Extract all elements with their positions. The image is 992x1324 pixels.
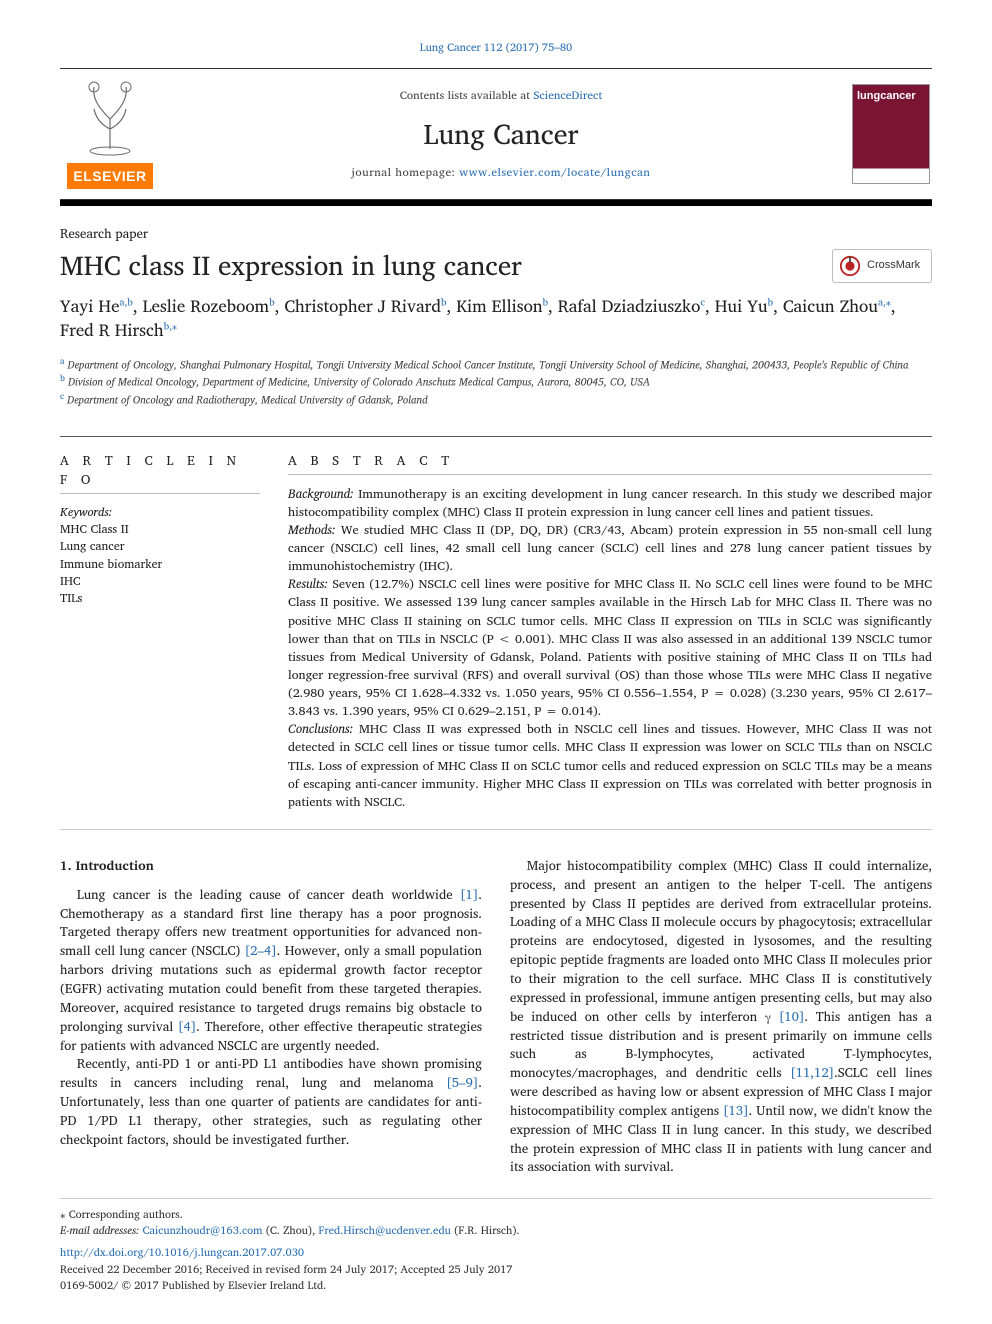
article-info-heading: A R T I C L E I N F O [60,451,260,494]
email-hirsch[interactable]: Fred.Hirsch@ucdenver.edu [318,1221,451,1239]
crossmark-label: CrossMark [867,258,920,274]
abs-results-label: Results: [288,574,328,594]
affiliation-c: c Department of Oncology and Radiotherap… [60,390,932,408]
para-3: Major histocompatibility complex (MHC) C… [510,856,932,1176]
paper-type: Research paper [60,224,932,243]
journal-homepage-link[interactable]: www.elsevier.com/locate/lungcan [459,163,650,182]
abstract-text: A B S T R A C T Background: Immunotherap… [288,451,932,811]
abs-methods: We studied MHC Class II (DP, DQ, DR) (CR… [288,520,932,576]
doi-link[interactable]: http://dx.doi.org/10.1016/j.lungcan.2017… [60,1243,304,1261]
keyword: MHC Class II [60,521,260,538]
body-text: 1. Introduction Lung cancer is the leadi… [60,856,932,1176]
paper-title: MHC class II expression in lung cancer [60,249,814,283]
abs-methods-label: Methods: [288,520,336,540]
para-1: Lung cancer is the leading cause of canc… [60,885,482,1055]
page-footer: ⁎ Corresponding authors. E-mail addresse… [60,1198,932,1294]
homepage-line: journal homepage: www.elsevier.com/locat… [172,165,830,182]
elsevier-wordmark: ELSEVIER [67,163,152,189]
abstract-heading: A B S T R A C T [288,451,932,475]
masthead-rule [60,200,932,206]
affiliation-a: a Department of Oncology, Shanghai Pulmo… [60,355,932,373]
journal-masthead: ELSEVIER Contents lists available at Sci… [60,68,932,200]
homepage-prefix: journal homepage: [352,163,460,182]
affiliation-b: b Division of Medical Oncology, Departme… [60,372,932,390]
email-zhou[interactable]: Caicunzhoudr@163.com [142,1221,262,1239]
abstract-block: A R T I C L E I N F O Keywords: MHC Clas… [60,436,932,830]
journal-cover: lungcancer [842,69,932,199]
affiliations: a Department of Oncology, Shanghai Pulmo… [60,355,932,408]
keyword: Lung cancer [60,538,260,555]
article-info: A R T I C L E I N F O Keywords: MHC Clas… [60,451,260,811]
author-list: Yayi Hea,b, Leslie Rozeboomb, Christophe… [60,295,932,343]
abs-results: Seven (12.7%) NSCLC cell lines were posi… [288,574,932,721]
keywords-list: MHC Class IILung cancerImmune biomarkerI… [60,521,260,608]
section-1-heading: 1. Introduction [60,856,482,875]
abs-background-label: Background: [288,484,354,504]
email-line: E-mail addresses: Caicunzhoudr@163.com (… [60,1223,932,1239]
contents-line: Contents lists available at ScienceDirec… [172,88,830,105]
keyword: Immune biomarker [60,556,260,573]
crossmark-icon [839,255,861,277]
sciencedirect-link[interactable]: ScienceDirect [533,86,602,105]
abs-conclusions-label: Conclusions: [288,719,353,739]
issue-citation-link[interactable]: Lung Cancer 112 (2017) 75–80 [420,38,572,56]
keywords-label: Keywords: [60,504,260,521]
elsevier-tree-icon [70,79,150,159]
crossmark-badge[interactable]: CrossMark [832,249,932,283]
abs-background: Immunotherapy is an exciting development… [288,484,932,522]
issn-copyright: 0169-5002/ © 2017 Published by Elsevier … [60,1278,932,1294]
para-2: Recently, anti-PD 1 or anti-PD L1 antibo… [60,1054,482,1148]
keyword: TILs [60,590,260,607]
publisher-logo-block: ELSEVIER [60,69,160,199]
contents-prefix: Contents lists available at [400,86,534,105]
cover-brand: lungcancer [857,89,925,105]
abs-conclusions: MHC Class II was expressed both in NSCLC… [288,719,932,812]
keyword: IHC [60,573,260,590]
issue-citation: Lung Cancer 112 (2017) 75–80 [60,40,932,56]
journal-name: Lung Cancer [172,115,830,156]
